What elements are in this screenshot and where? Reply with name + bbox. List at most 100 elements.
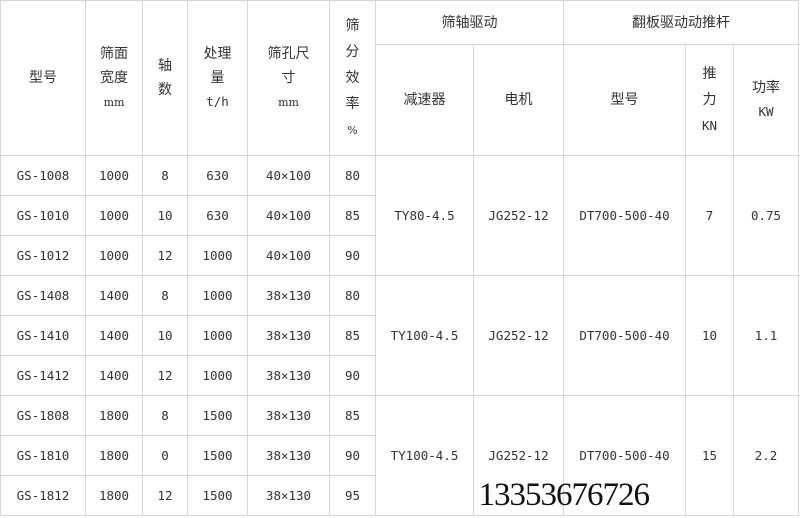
cell-capacity: 630 [187, 155, 248, 196]
cell-aperture: 40×100 [247, 235, 330, 276]
table-row: GS-1412 1400 12 1000 38×130 90 [0, 355, 799, 396]
header-shafts-line2: 数 [158, 82, 172, 98]
table-row: GS-1008 1000 8 630 40×100 80 TY80-4.5 JG252-12 D… [0, 155, 799, 276]
cell-aperture: 38×130 [247, 355, 330, 396]
cell-capacity: 1000 [187, 235, 248, 276]
cell-width: 1800 [85, 395, 143, 436]
cell-model: GS-1410 [0, 315, 86, 356]
cell-width: 1800 [85, 435, 143, 476]
cell-shafts: 10 [142, 195, 188, 236]
table-row: GS-1810 1800 0 1500 38×130 90 [0, 435, 799, 476]
cell-model: GS-1408 [0, 275, 86, 316]
cell-width: 1000 [85, 195, 143, 236]
header-thrust-line2: 力 [702, 92, 717, 108]
header-capacity-line1: 处理 [203, 46, 232, 62]
cell-efficiency: 85 [329, 195, 376, 236]
header-aperture-unit: mm [278, 95, 299, 109]
cell-shafts: 8 [142, 155, 188, 196]
table-row: GS-1410 1400 10 1000 38×130 85 [0, 315, 799, 356]
table-body: GS-1008 1000 8 630 40×100 80 TY80-4.5 JG252-12 D… [0, 155, 799, 516]
header-reducer: 减速器 [375, 44, 474, 156]
cell-aperture: 38×130 [247, 395, 330, 436]
cell-width: 1000 [85, 235, 143, 276]
header-capacity-line2: 量 [210, 70, 225, 86]
cell-efficiency: 80 [329, 275, 376, 316]
header-power: 功率 KW [733, 44, 799, 156]
cell-capacity: 1500 [187, 475, 248, 516]
cell-efficiency: 90 [329, 355, 376, 396]
cell-capacity: 630 [187, 195, 248, 236]
header-width-unit: mm [103, 95, 125, 109]
cell-aperture: 38×130 [247, 475, 330, 516]
cell-width: 1400 [85, 315, 143, 356]
table-row: GS-1012 1000 12 1000 40×100 90 [0, 235, 799, 276]
header-pusher-model: 型号 [563, 44, 686, 156]
cell-capacity: 1500 [187, 435, 248, 476]
header-aperture-line2: 寸 [281, 69, 296, 86]
watermark-phone: 13353676726 [478, 476, 650, 513]
table-row: GS-1812 1800 12 1500 38×130 95 [0, 475, 799, 516]
header-motor: 电机 [473, 44, 564, 156]
cell-efficiency: 85 [329, 315, 376, 356]
cell-capacity: 1000 [187, 275, 248, 316]
cell-efficiency: 80 [329, 155, 376, 196]
cell-width: 1400 [85, 275, 143, 316]
cell-motor: JG252-12 [473, 395, 564, 516]
header-efficiency-line1: 筛 [345, 17, 360, 34]
header-width-line1: 筛面 [100, 45, 128, 62]
cell-efficiency: 90 [329, 435, 376, 476]
cell-capacity: 1000 [187, 355, 248, 396]
cell-thrust: 15 [685, 395, 734, 516]
cell-shafts: 12 [142, 235, 188, 276]
cell-shafts: 0 [142, 435, 188, 476]
cell-power: 0.75 [733, 155, 799, 276]
cell-reducer: TY80-4.5 [375, 155, 474, 276]
cell-aperture: 38×130 [247, 315, 330, 356]
header-aperture-line1: 筛孔尺 [267, 45, 310, 62]
cell-model: GS-1008 [0, 155, 86, 196]
cell-efficiency: 85 [329, 395, 376, 436]
cell-capacity: 1000 [187, 315, 248, 356]
cell-model: GS-1812 [0, 475, 86, 516]
header-shaft-drive: 筛轴驱动 [375, 0, 564, 45]
header-power-line1: 功率 [752, 80, 780, 96]
header-shafts: 轴数 [142, 0, 188, 156]
table-row: GS-1010 1000 10 630 40×100 85 [0, 195, 799, 236]
cell-model: GS-1412 [0, 355, 86, 396]
cell-thrust: 10 [685, 275, 734, 396]
cell-power: 2.2 [733, 395, 799, 516]
cell-aperture: 40×100 [247, 195, 330, 236]
table-row: GS-1408 1400 8 1000 38×130 80 TY100-4.5 JG252-1… [0, 275, 799, 396]
header-flap-drive: 翻板驱动动推杆 [563, 0, 799, 45]
header-capacity-unit: t/h [206, 94, 229, 109]
cell-pusher-model: DT700-500-40 [563, 395, 686, 516]
table-row: GS-1808 1800 8 1500 38×130 85 TY100-4.5 JG252-1… [0, 395, 799, 516]
header-power-unit: KW [758, 104, 774, 119]
header-thrust-line1: 推 [702, 66, 717, 82]
cell-capacity: 1500 [187, 395, 248, 436]
cell-efficiency: 95 [329, 475, 376, 516]
cell-reducer: TY100-4.5 [375, 275, 474, 396]
cell-power: 1.1 [733, 275, 799, 396]
cell-pusher-model: DT700-500-40 [563, 155, 686, 276]
header-efficiency-unit: % [347, 123, 358, 137]
header-aperture: 筛孔尺寸 mm [247, 0, 330, 156]
header-model: 型号 [0, 0, 86, 156]
header-width: 筛面宽度 mm [85, 0, 143, 156]
cell-motor: JG252-12 [473, 155, 564, 276]
cell-model: GS-1010 [0, 195, 86, 236]
cell-shafts: 12 [142, 355, 188, 396]
cell-aperture: 38×130 [247, 275, 330, 316]
header-efficiency: 筛分效率% [329, 0, 376, 156]
cell-shafts: 12 [142, 475, 188, 516]
cell-shafts: 8 [142, 275, 188, 316]
header-width-line2: 宽度 [100, 69, 128, 86]
header-capacity: 处理量 t/h [187, 0, 248, 156]
cell-width: 1400 [85, 355, 143, 396]
cell-aperture: 40×100 [247, 155, 330, 196]
cell-width: 1800 [85, 475, 143, 516]
cell-aperture: 38×130 [247, 435, 330, 476]
header-thrust-unit: KN [701, 118, 718, 133]
cell-model: GS-1012 [0, 235, 86, 276]
cell-efficiency: 90 [329, 235, 376, 276]
